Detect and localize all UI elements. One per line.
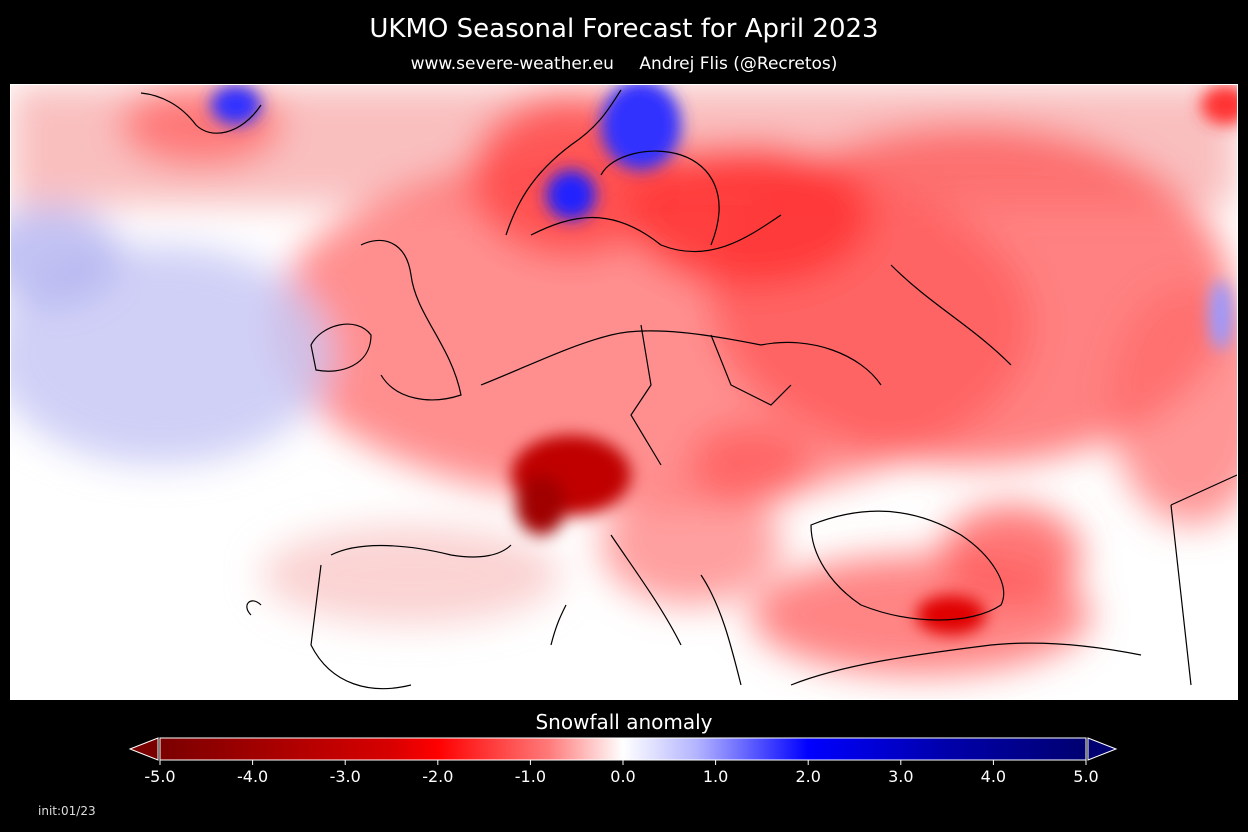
- website-label: www.severe-weather.eu: [410, 54, 614, 74]
- tick-label: -1.0: [514, 767, 546, 786]
- chart-subtitle: www.severe-weather.eu Andrej Flis (@Recr…: [0, 54, 1248, 74]
- tick-label: -4.0: [236, 767, 269, 786]
- tick-label: -3.0: [329, 767, 361, 786]
- tick-label: -2.0: [422, 767, 454, 786]
- coastlines: [140, 89, 1237, 690]
- colorbar-ticks: [159, 760, 1087, 765]
- tick-label: 2.0: [795, 767, 821, 786]
- legend-title: Snowfall anomaly: [535, 710, 713, 734]
- anomaly-extremes: [211, 85, 1237, 635]
- tick-label: 5.0: [1073, 767, 1099, 786]
- colorbar-max-arrow: [1087, 737, 1118, 761]
- author-label: Andrej Flis (@Recretos): [639, 54, 838, 74]
- chart-title: UKMO Seasonal Forecast for April 2023: [369, 14, 879, 44]
- colorbar-gradient: [159, 737, 1087, 761]
- tick-label: 4.0: [980, 767, 1007, 786]
- tick-label: -5.0: [144, 767, 176, 786]
- tick-label: 3.0: [888, 767, 914, 786]
- tick-label: 1.0: [702, 767, 729, 786]
- anomaly-map-svg: [11, 85, 1237, 699]
- tick-label: 0.0: [610, 767, 636, 786]
- init-date: init:01/23: [38, 804, 96, 818]
- colorbar: [128, 737, 1118, 765]
- colorbar-min-arrow: [128, 737, 159, 761]
- forecast-map: [10, 84, 1238, 700]
